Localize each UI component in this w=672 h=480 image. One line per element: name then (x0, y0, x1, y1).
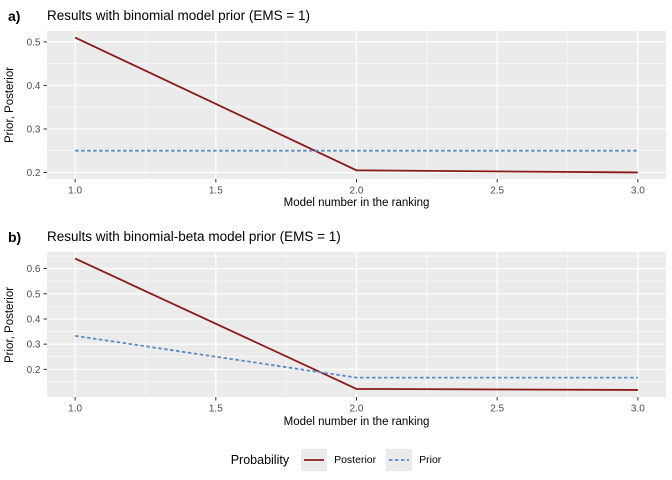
plot-area-b: 1.0 1.5 2.0 2.5 3.0 0.2 0.3 0.4 0.5 0.6 (27, 252, 666, 415)
series-line-posterior (74, 257, 638, 391)
panel-label-b: b) (8, 229, 22, 245)
chart-a: 1.0 1.5 2.0 2.5 3.0 0.2 0.3 0.4 0.5 a) Results w… (0, 0, 672, 220)
x-tick-label: 2.5 (490, 404, 504, 415)
legend-key-posterior (301, 449, 328, 471)
x-tick-label: 3.0 (631, 186, 645, 197)
y-tick-label: 0.4 (27, 314, 41, 325)
x-tick-label: 2.0 (350, 404, 364, 415)
x-tick-label: 1.5 (209, 404, 223, 415)
y-tick-label: 0.4 (27, 81, 41, 92)
posterior-line-sample-icon (304, 459, 325, 461)
legend-item-posterior: Posterior (301, 449, 376, 471)
y-tick-label: 0.5 (27, 37, 41, 48)
y-tick-label: 0.2 (27, 365, 41, 376)
chart-b: 1.0 1.5 2.0 2.5 3.0 0.2 0.3 0.4 0.5 0.6 b) Result… (0, 222, 672, 440)
x-tick-label: 1.5 (209, 186, 223, 197)
y-tick-label: 0.6 (27, 264, 41, 275)
y-tick-label: 0.3 (27, 124, 41, 135)
legend-label-prior: Prior (419, 454, 442, 466)
plot-area-a: 1.0 1.5 2.0 2.5 3.0 0.2 0.3 0.4 0.5 (27, 31, 666, 197)
x-tick-label: 1.0 (68, 186, 82, 197)
legend: Probability Posterior Prior (0, 440, 672, 480)
prior-line-sample-icon (389, 459, 410, 461)
x-tick-label: 2.0 (350, 186, 364, 197)
y-axis-title-a: Prior, Posterior (4, 66, 16, 144)
legend-title: Probability (230, 453, 290, 467)
legend-label-posterior: Posterior (334, 454, 377, 466)
x-axis-title-b: Model number in the ranking (283, 416, 430, 428)
series-line-prior (75, 334, 638, 379)
x-tick-label: 2.5 (490, 186, 504, 197)
x-tick-label: 1.0 (68, 404, 82, 415)
y-tick-label: 0.5 (27, 289, 41, 300)
chart-title-b: Results with binomial-beta model prior (… (47, 229, 341, 244)
x-axis-title-a: Model number in the ranking (283, 197, 430, 209)
chart-title-a: Results with binomial model prior (EMS =… (47, 8, 310, 23)
y-axis-title-b: Prior, Posterior (4, 286, 16, 363)
legend-key-prior (386, 449, 413, 471)
series-line-posterior (74, 36, 638, 174)
y-tick-label: 0.2 (27, 168, 41, 179)
y-tick-label: 0.3 (27, 340, 41, 351)
x-tick-label: 3.0 (631, 404, 645, 415)
panel-label-a: a) (8, 8, 21, 24)
legend-item-prior: Prior (386, 449, 441, 471)
